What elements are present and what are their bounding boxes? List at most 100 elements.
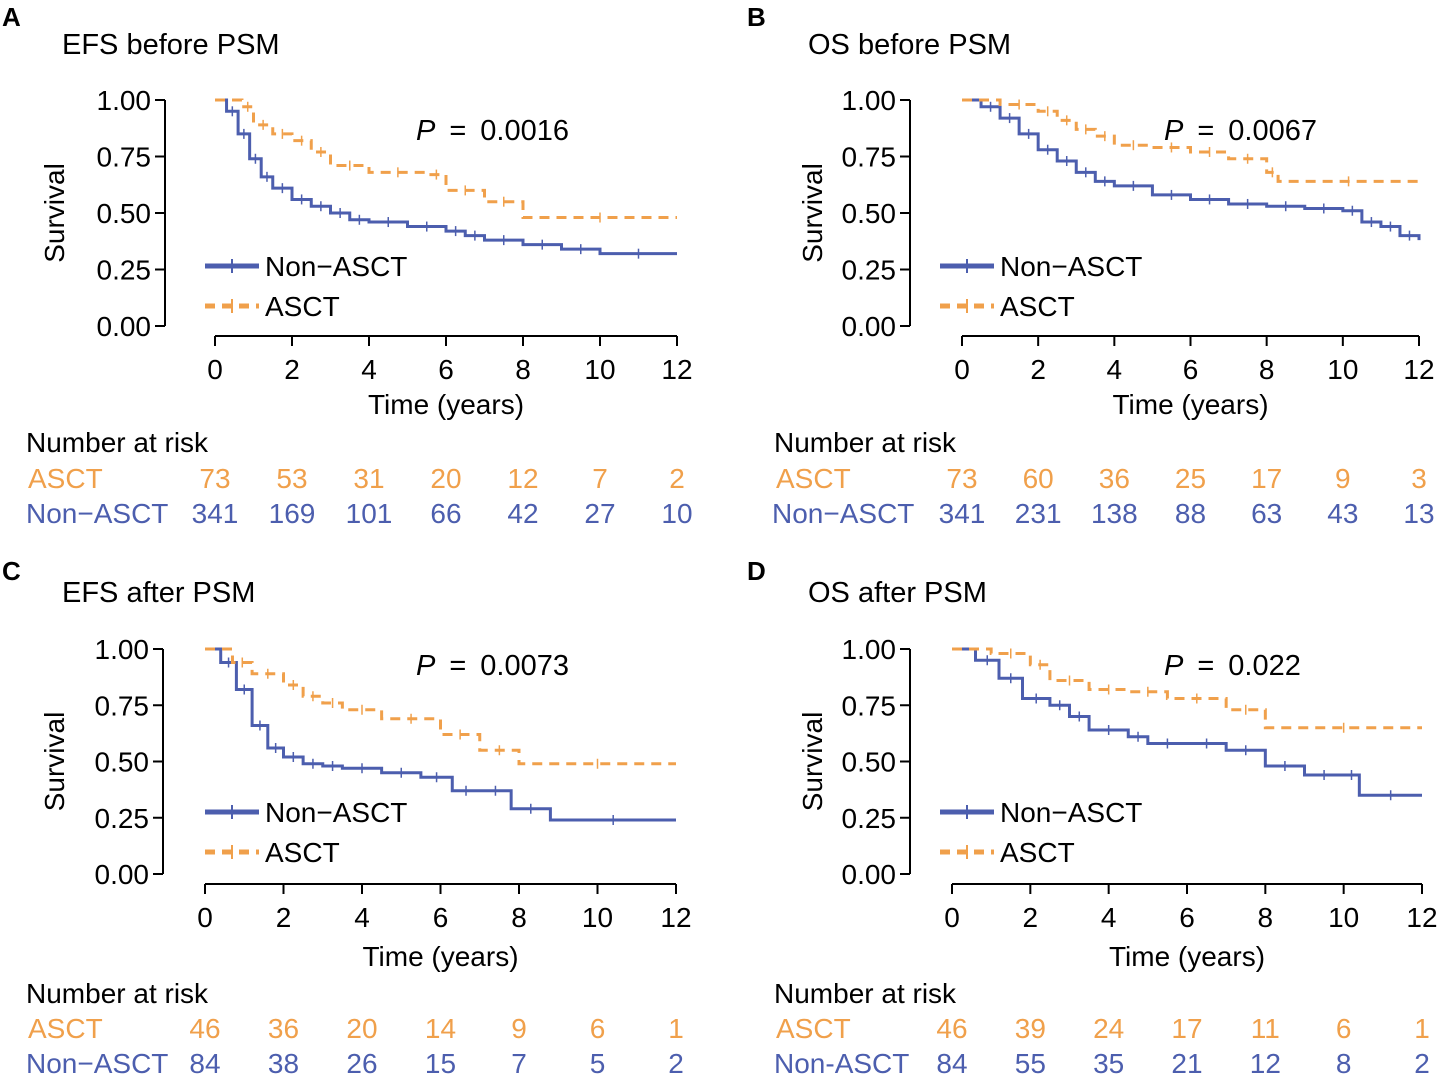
- p-value-label: P = 0.0016: [416, 115, 569, 147]
- p-value-label: P = 0.0067: [1164, 115, 1317, 147]
- risk-value-non-asct: 5: [590, 1048, 606, 1076]
- x-tick-label: 12: [1403, 354, 1434, 385]
- x-tick-label: 0: [944, 902, 960, 933]
- x-axis-label: Time (years): [1112, 389, 1268, 420]
- risk-value-non-asct: 21: [1171, 1048, 1202, 1076]
- panel-a: A EFS before PSM 0.00 0.25 0.50 0.75 1.00 0 2 4 6 8…: [2, 2, 693, 529]
- risk-row-label-asct: ASCT: [776, 463, 851, 494]
- risk-value-asct: 20: [430, 463, 461, 494]
- y-tick-label: 0.25: [842, 803, 897, 834]
- legend-asct-label: ASCT: [265, 837, 340, 868]
- panel-title: OS before PSM: [808, 29, 1011, 61]
- risk-value-non-asct: 101: [346, 498, 393, 529]
- risk-value-non-asct: 55: [1015, 1048, 1046, 1076]
- y-tick-label: 0.50: [842, 198, 897, 229]
- x-tick-label: 12: [661, 354, 692, 385]
- asct-curve: [952, 647, 1422, 730]
- panel-letter: A: [2, 2, 21, 32]
- risk-value-asct: 36: [268, 1013, 299, 1044]
- risk-value-asct: 3: [1411, 463, 1427, 494]
- risk-value-non-asct: 341: [939, 498, 986, 529]
- panel-title: OS after PSM: [808, 577, 987, 609]
- panel-letter: D: [747, 556, 766, 586]
- y-axis-label: Survival: [797, 712, 828, 812]
- p-value-label: P = 0.0073: [416, 650, 569, 682]
- risk-value-asct: 11: [1251, 1013, 1280, 1044]
- x-tick-label: 8: [1259, 354, 1275, 385]
- x-tick-label: 2: [1030, 354, 1046, 385]
- asct-curve: [962, 98, 1419, 183]
- y-axis-label: Survival: [39, 712, 70, 812]
- risk-value-asct: 6: [590, 1013, 606, 1044]
- x-tick-label: 10: [1328, 902, 1359, 933]
- x-tick-label: 12: [660, 902, 691, 933]
- risk-value-non-asct: 66: [430, 498, 461, 529]
- y-tick-label: 0.25: [842, 255, 897, 286]
- risk-value-non-asct: 27: [584, 498, 615, 529]
- risk-row-label-non-asct: Non-ASCT: [774, 1048, 909, 1076]
- legend-non-asct-label: Non−ASCT: [265, 251, 407, 282]
- risk-value-non-asct: 231: [1015, 498, 1062, 529]
- risk-table-title: Number at risk: [26, 978, 209, 1009]
- x-tick-label: 8: [1258, 902, 1274, 933]
- x-tick-label: 2: [284, 354, 300, 385]
- x-tick-label: 8: [515, 354, 531, 385]
- risk-value-non-asct: 2: [668, 1048, 684, 1076]
- risk-value-asct: 17: [1171, 1013, 1202, 1044]
- x-tick-label: 0: [207, 354, 223, 385]
- x-tick-label: 10: [582, 902, 613, 933]
- risk-value-asct: 2: [669, 463, 685, 494]
- risk-value-asct: 14: [425, 1013, 456, 1044]
- y-tick-label: 0.75: [842, 142, 897, 173]
- risk-value-asct: 7: [592, 463, 608, 494]
- risk-value-asct: 25: [1175, 463, 1206, 494]
- risk-row-label-non-asct: Non−ASCT: [26, 498, 168, 529]
- risk-value-asct: 1: [668, 1013, 684, 1044]
- legend-asct-label: ASCT: [265, 291, 340, 322]
- non-asct-curve: [962, 98, 1421, 241]
- risk-value-non-asct: 341: [192, 498, 239, 529]
- risk-value-non-asct: 169: [269, 498, 316, 529]
- x-axis-label: Time (years): [368, 389, 524, 420]
- risk-value-non-asct: 10: [661, 498, 692, 529]
- risk-value-asct: 53: [276, 463, 307, 494]
- panel-title: EFS before PSM: [62, 29, 280, 61]
- y-tick-label: 0.50: [97, 198, 152, 229]
- risk-value-non-asct: 26: [346, 1048, 377, 1076]
- risk-row-label-asct: ASCT: [28, 463, 103, 494]
- legend-non-asct-label: Non−ASCT: [265, 797, 407, 828]
- y-tick-label: 0.50: [95, 747, 150, 778]
- risk-value-asct: 60: [1023, 463, 1054, 494]
- risk-value-non-asct: 63: [1251, 498, 1282, 529]
- y-tick-label: 0.50: [842, 747, 897, 778]
- risk-table-title: Number at risk: [774, 427, 957, 458]
- y-tick-label: 0.75: [842, 690, 897, 721]
- x-tick-label: 2: [1023, 902, 1039, 933]
- risk-row-label-asct: ASCT: [776, 1013, 851, 1044]
- legend-non-asct-label: Non−ASCT: [1000, 251, 1142, 282]
- x-tick-label: 10: [1327, 354, 1358, 385]
- risk-value-non-asct: 35: [1093, 1048, 1124, 1076]
- x-tick-label: 4: [361, 354, 377, 385]
- x-tick-label: 0: [954, 354, 970, 385]
- risk-table-title: Number at risk: [26, 427, 209, 458]
- risk-value-non-asct: 138: [1091, 498, 1138, 529]
- risk-value-non-asct: 2: [1414, 1048, 1430, 1076]
- x-tick-label: 4: [1101, 902, 1117, 933]
- risk-value-asct: 20: [346, 1013, 377, 1044]
- panel-title: EFS after PSM: [62, 577, 255, 609]
- risk-row-label-asct: ASCT: [28, 1013, 103, 1044]
- y-axis-label: Survival: [39, 163, 70, 263]
- risk-value-asct: 1: [1414, 1013, 1430, 1044]
- y-tick-label: 0.75: [97, 142, 152, 173]
- x-tick-label: 6: [1179, 902, 1195, 933]
- x-tick-label: 12: [1406, 902, 1437, 933]
- risk-value-non-asct: 42: [507, 498, 538, 529]
- y-tick-label: 0.00: [97, 311, 152, 342]
- risk-value-non-asct: 84: [189, 1048, 220, 1076]
- risk-value-non-asct: 84: [936, 1048, 967, 1076]
- x-tick-label: 0: [197, 902, 213, 933]
